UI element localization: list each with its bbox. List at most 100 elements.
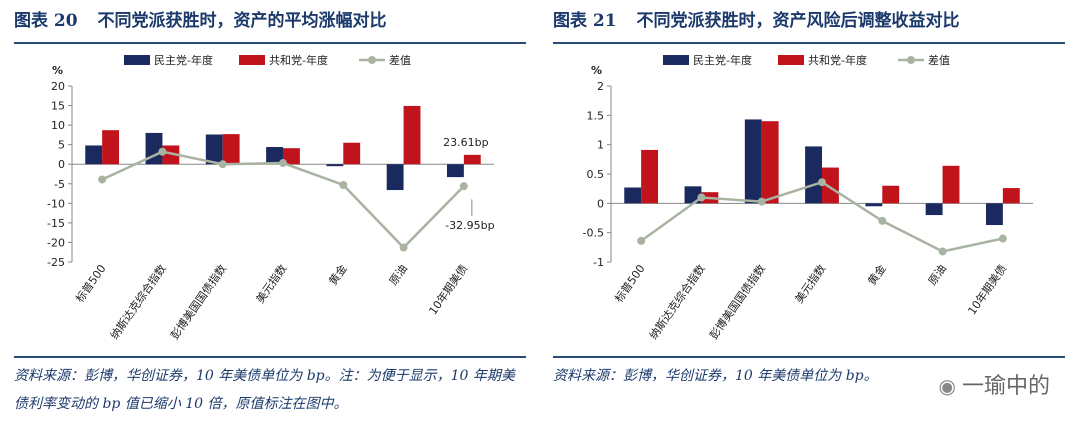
y-tick-label: -25 bbox=[47, 256, 65, 269]
difference-point bbox=[637, 236, 646, 245]
bar bbox=[463, 154, 481, 165]
bar bbox=[744, 119, 762, 204]
y-tick-label: 1 bbox=[597, 139, 604, 152]
bar bbox=[102, 130, 120, 165]
y-tick-label: -20 bbox=[47, 236, 65, 249]
difference-point bbox=[818, 178, 826, 187]
bar bbox=[326, 164, 344, 167]
difference-point bbox=[98, 175, 107, 184]
bar bbox=[882, 185, 900, 204]
x-tick-label: 彭博美国国债指数 bbox=[706, 262, 768, 342]
bar bbox=[343, 142, 361, 165]
difference-point bbox=[878, 216, 887, 225]
chart-title-number: 20 bbox=[53, 11, 78, 31]
x-tick-label: 标普500 bbox=[611, 262, 647, 305]
difference-point bbox=[757, 197, 766, 206]
legend-swatch bbox=[239, 55, 265, 65]
difference-point bbox=[158, 147, 167, 156]
bar bbox=[85, 145, 103, 165]
x-tick-label: 纳斯达克综合指数 bbox=[646, 262, 708, 342]
x-tick-label: 黄金 bbox=[326, 262, 350, 288]
bar bbox=[942, 165, 960, 204]
legend-marker bbox=[907, 56, 915, 64]
y-tick-label: 20 bbox=[51, 80, 65, 93]
bar bbox=[641, 149, 659, 204]
difference-point bbox=[218, 160, 227, 169]
bar bbox=[222, 134, 240, 165]
y-tick-label: 0.5 bbox=[587, 168, 605, 181]
x-tick-label: 彭博美国国债指数 bbox=[167, 262, 229, 342]
chart-source-note: 资料来源：彭博，华创证券，10 年美债单位为 bp。注：为便于显示，10 年期美… bbox=[14, 356, 526, 418]
legend-label: 共和党-年度 bbox=[808, 53, 867, 67]
legend-label: 差值 bbox=[389, 53, 411, 67]
legend-swatch bbox=[778, 55, 804, 65]
chart-source-note: 资料来源：彭博，华创证券，10 年美债单位为 bp。 bbox=[553, 356, 1065, 390]
bar bbox=[403, 105, 421, 165]
y-axis-unit: % bbox=[591, 64, 602, 77]
legend-swatch bbox=[663, 55, 689, 65]
difference-point bbox=[339, 180, 348, 189]
chart-title-20: 图表 20 不同党派获胜时，资产的平均涨幅对比 bbox=[14, 0, 526, 44]
difference-point bbox=[697, 193, 706, 202]
y-tick-label: 1.5 bbox=[587, 109, 605, 122]
y-tick-label: 15 bbox=[51, 100, 65, 113]
y-tick-label: -15 bbox=[47, 217, 65, 230]
chart-title-text: 不同党派获胜时，资产风险后调整收益对比 bbox=[636, 11, 960, 31]
bar bbox=[985, 203, 1003, 226]
chart-20-svg: 民主党-年度 共和党-年度 差值% -25 -20 -15 -10 -5 0 5 10 15 20 标普5… bbox=[47, 53, 495, 342]
y-axis-unit: % bbox=[52, 64, 63, 77]
legend-label: 差值 bbox=[928, 53, 950, 67]
chart-title-label: 图表 bbox=[553, 11, 587, 31]
bar bbox=[386, 164, 404, 191]
x-tick-label: 原油 bbox=[386, 262, 410, 288]
bar bbox=[266, 147, 283, 165]
bar bbox=[283, 148, 300, 165]
bar bbox=[822, 167, 839, 204]
y-tick-label: -5 bbox=[54, 178, 65, 191]
bar bbox=[805, 146, 822, 204]
data-annotation: -32.95bp bbox=[445, 219, 494, 232]
chart-title-text: 不同党派获胜时，资产的平均涨幅对比 bbox=[97, 11, 387, 31]
y-tick-label: 0 bbox=[597, 197, 604, 210]
x-tick-label: 黄金 bbox=[865, 262, 889, 288]
x-tick-label: 美元指数 bbox=[792, 262, 829, 306]
difference-point bbox=[459, 182, 468, 191]
legend-label: 民主党-年度 bbox=[693, 53, 752, 67]
data-annotation: 23.61bp bbox=[443, 136, 488, 149]
bar bbox=[205, 134, 223, 165]
legend-label: 民主党-年度 bbox=[154, 53, 213, 67]
y-tick-label: -10 bbox=[47, 197, 65, 210]
bar bbox=[761, 121, 779, 204]
chart-title-21: 图表 21 不同党派获胜时，资产风险后调整收益对比 bbox=[553, 0, 1065, 44]
y-tick-label: -1 bbox=[593, 256, 604, 269]
y-tick-label: 10 bbox=[51, 119, 65, 132]
difference-point bbox=[399, 243, 408, 252]
y-tick-label: 5 bbox=[58, 139, 65, 152]
y-tick-label: -0.5 bbox=[583, 227, 604, 240]
x-tick-label: 美元指数 bbox=[253, 262, 290, 306]
bar bbox=[1002, 188, 1020, 204]
difference-point bbox=[938, 247, 947, 256]
y-tick-label: 0 bbox=[58, 158, 65, 171]
watermark: ◉ 一瑜中的 bbox=[939, 368, 1050, 400]
x-tick-label: 10年期美债 bbox=[426, 262, 471, 318]
chart-21-svg: 民主党-年度 共和党-年度 差值% -1 -0.5 0 0.5 1 1.5 2 标普500 纳斯达克综… bbox=[583, 53, 1033, 342]
bar bbox=[446, 164, 464, 178]
bar bbox=[925, 203, 943, 216]
chart-title-label: 图表 bbox=[14, 11, 48, 31]
chart-panel-20: 图表 20 不同党派获胜时，资产的平均涨幅对比 民主党-年度 共和党-年度 差值% -… bbox=[14, 0, 526, 412]
x-tick-label: 标普500 bbox=[72, 262, 108, 305]
watermark-text: 一瑜中的 bbox=[961, 374, 1050, 399]
chart-title-number: 21 bbox=[592, 11, 617, 31]
difference-point bbox=[279, 159, 287, 168]
x-tick-label: 纳斯达克综合指数 bbox=[107, 262, 169, 342]
legend-marker bbox=[368, 56, 376, 64]
chart-panel-21: 图表 21 不同党派获胜时，资产风险后调整收益对比 民主党-年度 共和党-年度 差值… bbox=[553, 0, 1065, 384]
wechat-icon: ◉ bbox=[938, 374, 956, 398]
x-tick-label: 10年期美债 bbox=[965, 262, 1010, 318]
x-tick-label: 原油 bbox=[925, 262, 949, 288]
bar bbox=[162, 145, 180, 165]
bar bbox=[624, 187, 642, 204]
y-tick-label: 2 bbox=[597, 80, 604, 93]
legend-label: 共和党-年度 bbox=[269, 53, 328, 67]
